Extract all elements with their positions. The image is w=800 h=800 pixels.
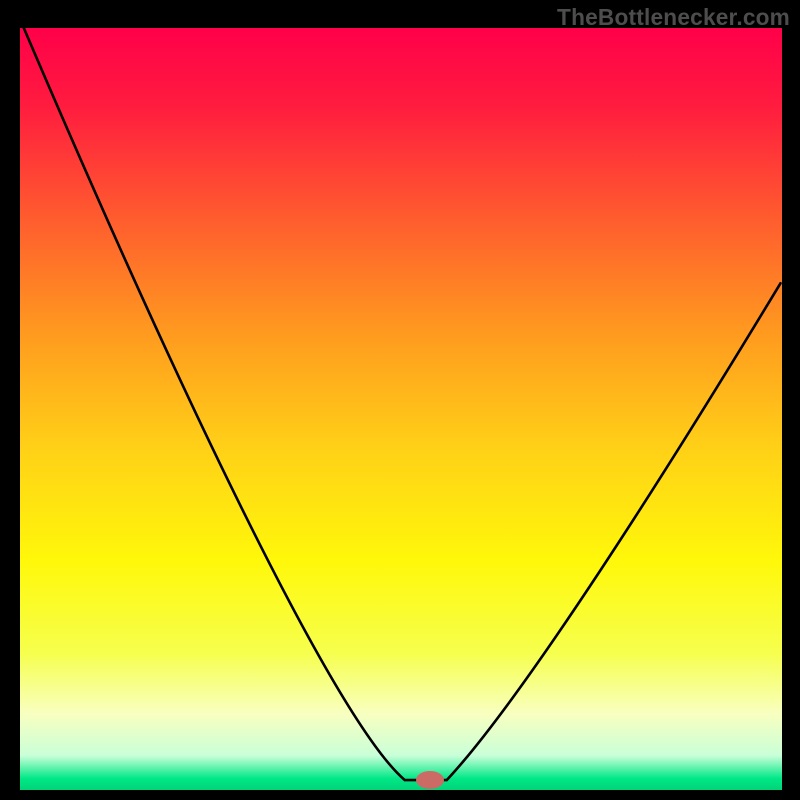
- chart-stage: TheBottlenecker.com: [0, 0, 800, 800]
- optimum-marker: [416, 771, 444, 789]
- curve-path: [24, 28, 781, 780]
- plot-area: [20, 28, 782, 790]
- bottleneck-curve: [20, 28, 782, 790]
- watermark-text: TheBottlenecker.com: [557, 4, 790, 31]
